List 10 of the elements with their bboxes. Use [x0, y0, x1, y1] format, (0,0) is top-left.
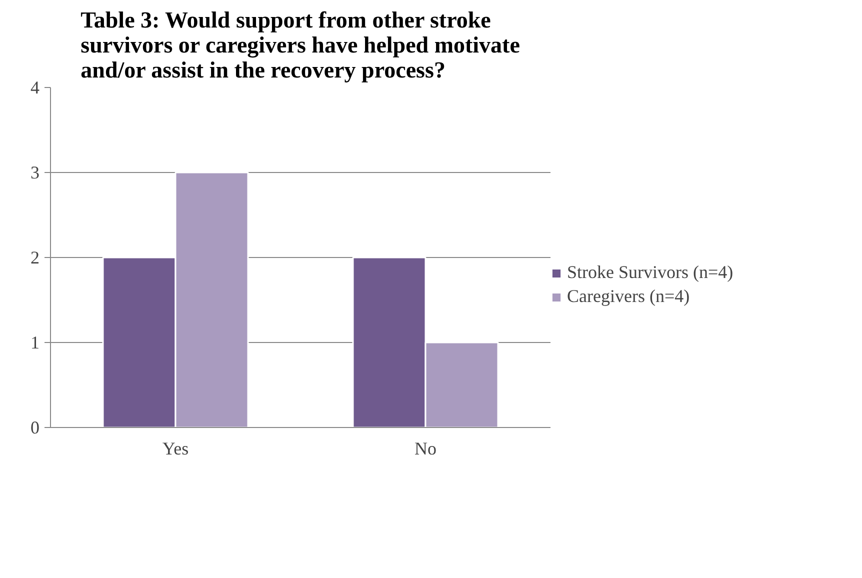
y-tick-label: 0 [30, 418, 40, 438]
x-tick-label: Yes [162, 438, 189, 458]
y-tick-label: 3 [30, 162, 40, 182]
legend-label: Stroke Survivors (n=4) [567, 262, 734, 283]
chart-title: Table 3: Would support from other stroke survivors or caregivers have helped motivate and/or assist in the recovery process? [80, 8, 520, 82]
y-tick-label: 4 [30, 78, 40, 98]
x-tick-label: No [414, 438, 436, 458]
legend-label: Caregivers (n=4) [567, 286, 690, 307]
y-tick-label: 1 [30, 332, 40, 352]
y-tick-label: 2 [30, 248, 40, 268]
